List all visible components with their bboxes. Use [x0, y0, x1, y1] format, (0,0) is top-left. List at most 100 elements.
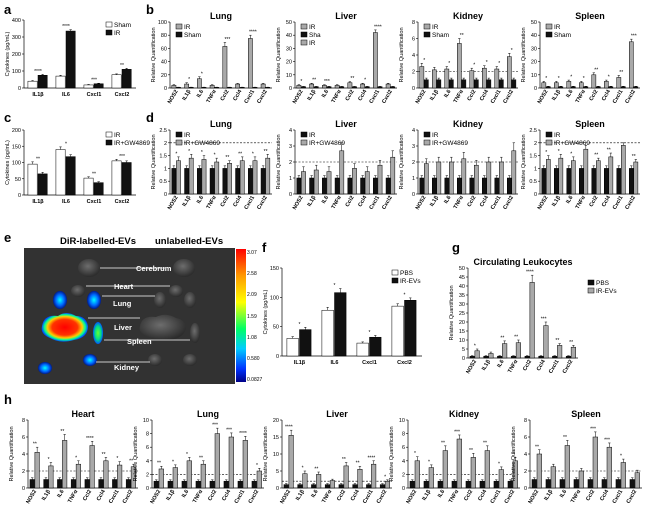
bar — [456, 438, 462, 489]
y-tick-label: 10 — [399, 418, 405, 424]
bar — [93, 83, 104, 89]
y-tick-label: 300 — [12, 35, 21, 41]
bar — [65, 30, 76, 89]
bar — [184, 83, 190, 89]
legend-label: Sham — [432, 32, 449, 39]
bar — [591, 74, 597, 89]
panel-letter-a: a — [4, 2, 12, 17]
bar — [529, 282, 535, 359]
bar — [616, 77, 622, 89]
bar — [515, 342, 521, 359]
bar — [552, 355, 558, 359]
y-tick-label: 0 — [164, 86, 167, 92]
category-label: Ccl2 — [588, 89, 599, 102]
y-tick-label: 3 — [289, 144, 292, 150]
significance-stars: * — [545, 150, 547, 156]
y-tick-label: 4 — [402, 459, 405, 465]
category-label: Ccl2 — [345, 89, 356, 102]
bar — [469, 70, 475, 89]
bar — [390, 156, 396, 195]
significance-stars: * — [428, 459, 430, 465]
legend-swatch — [300, 131, 308, 138]
category-label: Ccl4 — [350, 488, 361, 502]
panel-letter-b: b — [146, 2, 154, 17]
category-label: Ccl2 — [220, 195, 231, 208]
y-tick-label: 0 — [534, 192, 537, 198]
bar — [93, 182, 104, 196]
bar — [385, 83, 391, 89]
category-label: Cxcl2 — [115, 199, 130, 205]
y-tick-label: 0 — [402, 486, 405, 492]
bar — [432, 69, 437, 89]
bar — [209, 480, 215, 489]
significance-stars: * — [214, 153, 216, 159]
bar — [373, 32, 378, 89]
significance-stars: * — [334, 283, 336, 289]
bar — [424, 79, 429, 89]
bar — [188, 87, 194, 89]
bar — [248, 168, 253, 195]
lung-left-2 — [87, 291, 101, 309]
chart-b2: Liver Relative Quantification 0 10 20 30 40 50 *… — [276, 11, 397, 105]
bar — [558, 157, 564, 195]
significance-stars: ** — [350, 76, 354, 82]
category-label: Cxcl1 — [369, 195, 382, 211]
category-label: Ccl4 — [479, 88, 490, 102]
bar — [214, 161, 220, 195]
y-tick-label: 0 — [276, 486, 279, 492]
category-label: IL1β — [307, 194, 318, 207]
y-tick-label: 20 — [459, 320, 465, 326]
y-tick-label: 4 — [524, 452, 527, 458]
legend-label: PBS — [596, 280, 610, 287]
significance-stars: * — [414, 451, 416, 457]
significance-stars: ** — [238, 151, 242, 157]
significance-stars: * — [369, 330, 371, 336]
significance-stars: ** — [157, 461, 161, 467]
category-label: IL1β — [307, 88, 318, 101]
bar — [352, 484, 358, 489]
bar — [62, 440, 68, 489]
y-tick-label: 3 — [412, 144, 415, 150]
bar — [121, 162, 132, 196]
category-label: IL6 — [437, 489, 446, 499]
significance-stars: **** — [86, 436, 94, 442]
category-label: IL1β — [32, 92, 44, 98]
bar — [34, 452, 40, 489]
bar — [235, 168, 241, 195]
bar — [629, 168, 634, 195]
bar — [256, 470, 262, 489]
chart-title: Kidney — [449, 409, 479, 419]
bar — [112, 479, 118, 489]
legend-label: Sham — [184, 32, 201, 39]
category-label: Cxcl2 — [115, 92, 130, 98]
bar — [404, 300, 417, 357]
significance-stars: ** — [92, 171, 96, 177]
category-label: Cxcl2 — [376, 489, 389, 505]
y-tick-label: 0 — [276, 354, 279, 360]
category-label: Ccl4 — [232, 88, 243, 102]
category-label: IL1β — [165, 488, 176, 501]
y-tick-label: 25 — [459, 311, 465, 317]
significance-stars: ** — [555, 338, 559, 344]
panel-letter-h: h — [4, 392, 12, 407]
bar — [347, 82, 353, 89]
y-tick-label: 40 — [459, 284, 465, 290]
bar — [538, 355, 544, 359]
y-axis-label: Relative Quantification — [449, 285, 455, 340]
bar — [621, 86, 626, 89]
bar — [227, 87, 232, 89]
category-label: TNFα — [331, 88, 344, 104]
category-label: Cxcl1 — [234, 489, 247, 505]
bar — [629, 41, 634, 89]
legend-swatch — [545, 131, 553, 138]
y-tick-label: 0 — [462, 356, 465, 362]
significance-stars: *** — [91, 78, 97, 84]
category-label: IL6 — [62, 92, 70, 98]
bar — [125, 479, 131, 489]
legend-label: IR — [554, 24, 561, 31]
legend-label: IR — [309, 24, 316, 31]
y-tick-label: 6 — [524, 435, 527, 441]
bar — [437, 480, 443, 489]
bar — [195, 480, 201, 489]
bar — [334, 85, 340, 89]
